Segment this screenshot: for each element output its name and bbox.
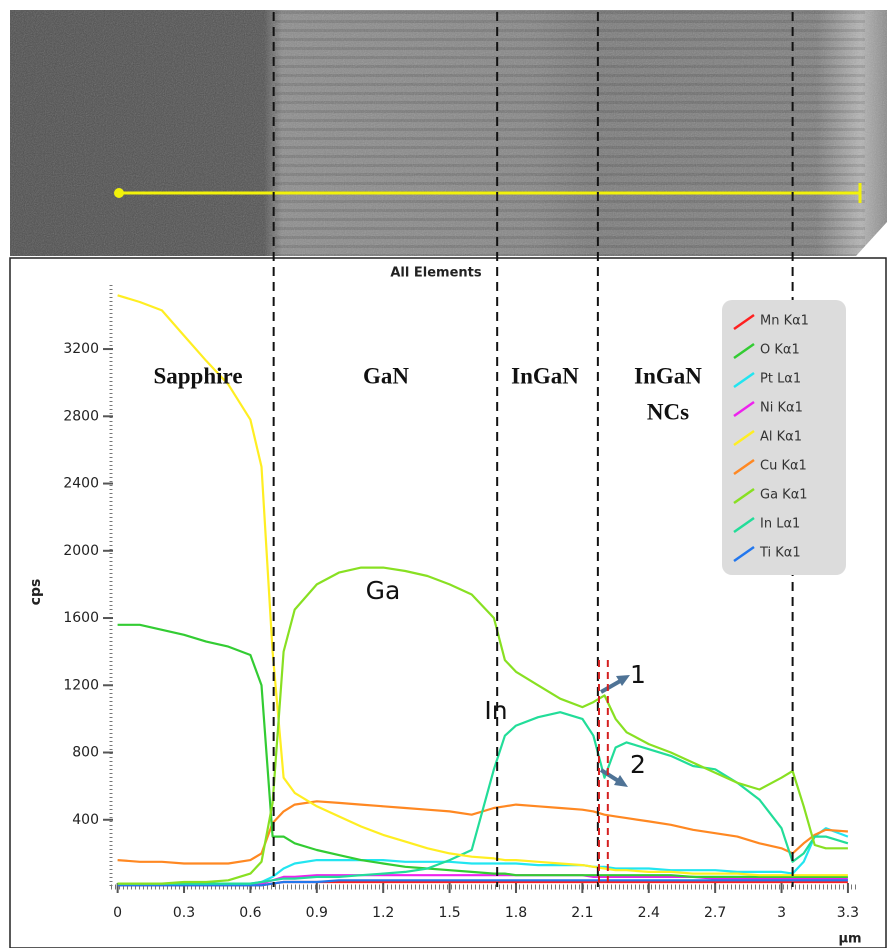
x-tick-label: 1.2 (372, 905, 394, 921)
region-label: InGaN (511, 363, 579, 388)
legend-label: In Lα1 (760, 517, 800, 532)
series-line (118, 625, 848, 877)
legend-label: Al Kα1 (760, 430, 802, 445)
x-tick-label: 2.7 (704, 905, 726, 921)
x-tick-label: 1.8 (505, 905, 527, 921)
x-tick-label: 1.5 (438, 905, 460, 921)
x-tick-label: 3 (777, 905, 786, 921)
arrow (601, 680, 622, 692)
legend-label: Ni Kα1 (760, 401, 803, 416)
x-tick-label: 0.3 (173, 905, 195, 921)
x-tick-label: 2.4 (638, 905, 660, 921)
point-label: 1 (630, 660, 646, 689)
x-tick-label: 0 (113, 905, 122, 921)
y-tick-label: 800 (72, 745, 99, 761)
legend-label: Pt Lα1 (760, 372, 801, 387)
x-tick-label: 0.9 (306, 905, 328, 921)
point-label: 2 (630, 750, 646, 779)
y-axis-label: cps (28, 579, 44, 606)
legend-label: Cu Kα1 (760, 459, 807, 474)
legend-label: O Kα1 (760, 343, 800, 358)
region-label: NCs (647, 399, 689, 424)
legend-label: Ti Kα1 (759, 546, 801, 561)
y-tick-label: 400 (72, 812, 99, 828)
legend-label: Mn Kα1 (760, 314, 809, 329)
in-label: In (484, 696, 507, 725)
legend-label: Ga Kα1 (760, 488, 808, 503)
region-label: Sapphire (153, 363, 242, 388)
x-axis-label: µm (838, 932, 861, 947)
sem-image (10, 10, 887, 256)
region-label: InGaN (634, 363, 702, 388)
y-tick-label: 2000 (63, 543, 99, 559)
y-tick-label: 3200 (63, 341, 99, 357)
chart-title: All Elements (390, 266, 481, 281)
ga-label: Ga (366, 576, 401, 605)
y-tick-label: 2800 (63, 408, 99, 424)
x-tick-label: 2.1 (571, 905, 593, 921)
x-tick-label: 0.6 (239, 905, 261, 921)
y-tick-label: 2400 (63, 476, 99, 492)
figure: All Elements cps µm 400 800 1200 1600 2000 24… (0, 0, 887, 948)
page: All Elements cps µm 400 800 1200 1600 2000 24… (0, 0, 887, 948)
y-tick-label: 1600 (63, 610, 99, 626)
x-tick-label: 3.3 (837, 905, 859, 921)
region-label: GaN (363, 363, 409, 388)
y-tick-label: 1200 (63, 677, 99, 693)
